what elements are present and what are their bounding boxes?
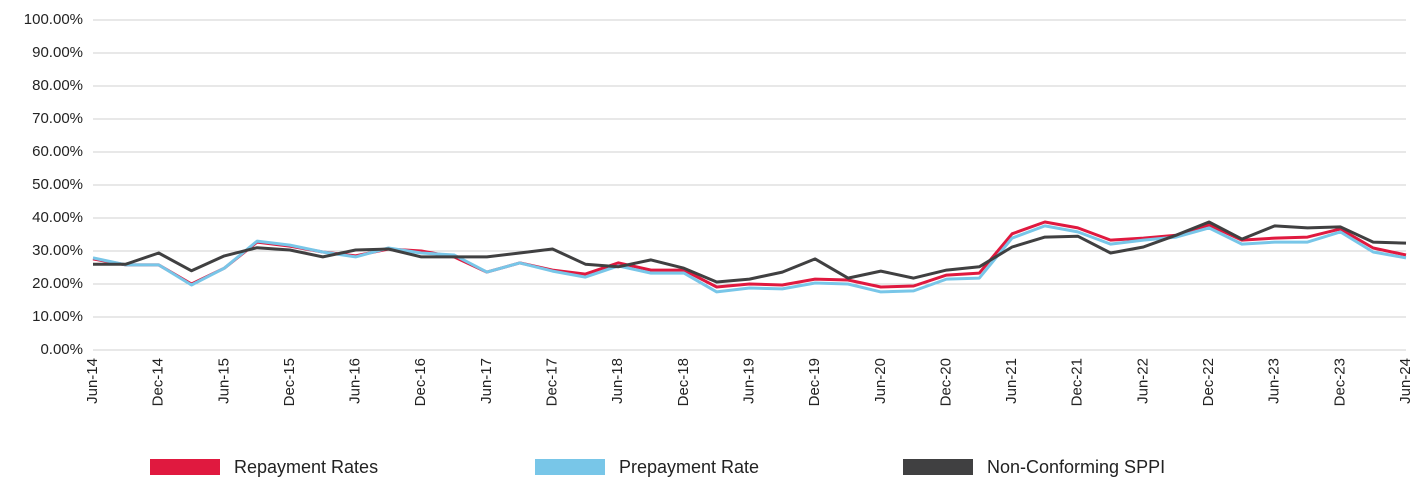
y-tick-label: 100.00% [24, 11, 83, 28]
y-tick-label: 50.00% [32, 176, 83, 193]
y-tick-label: 40.00% [32, 209, 83, 226]
legend-label: Prepayment Rate [619, 457, 759, 477]
y-tick-label: 90.00% [32, 44, 83, 61]
x-tick-label: Jun-24 [1397, 358, 1414, 404]
x-tick-label: Jun-20 [872, 358, 889, 404]
series-line [93, 220, 1407, 284]
y-tick-label: 30.00% [32, 242, 83, 259]
x-tick-label: Jun-15 [215, 358, 232, 404]
x-tick-label: Dec-20 [937, 358, 954, 406]
x-tick-label: Dec-16 [412, 358, 429, 406]
x-tick-label: Jun-23 [1266, 358, 1283, 404]
y-tick-label: 80.00% [32, 77, 83, 94]
x-tick-label: Jun-19 [740, 358, 757, 404]
y-tick-label: 70.00% [32, 110, 83, 127]
x-tick-label: Jun-17 [478, 358, 495, 404]
x-tick-label: Dec-17 [544, 358, 561, 406]
x-tick-label: Dec-18 [675, 358, 692, 406]
series-line [92, 220, 1407, 289]
x-tick-label: Dec-23 [1331, 358, 1348, 406]
x-tick-label: Jun-21 [1003, 358, 1020, 404]
y-tick-label: 60.00% [32, 143, 83, 160]
legend-label: Non-Conforming SPPI [987, 457, 1165, 477]
x-tick-label: Jun-16 [347, 358, 364, 404]
legend-swatch [903, 459, 973, 475]
series-line [92, 224, 1407, 294]
x-tick-label: Dec-22 [1200, 358, 1217, 406]
x-tick-label: Dec-21 [1069, 358, 1086, 406]
x-tick-label: Jun-14 [84, 358, 101, 404]
x-tick-label: Dec-19 [806, 358, 823, 406]
x-tick-label: Dec-15 [281, 358, 298, 406]
x-tick-label: Jun-22 [1134, 358, 1151, 404]
y-tick-label: 0.00% [40, 341, 83, 358]
legend-label: Repayment Rates [234, 457, 378, 477]
legend-swatch [150, 459, 220, 475]
legend: Repayment Rates Prepayment Rate Non-Confor… [150, 457, 1165, 477]
legend-swatch [535, 459, 605, 475]
x-tick-label: Dec-14 [150, 358, 167, 406]
y-tick-label: 20.00% [32, 275, 83, 292]
y-tick-label: 10.00% [32, 308, 83, 325]
x-tick-label: Jun-18 [609, 358, 626, 404]
